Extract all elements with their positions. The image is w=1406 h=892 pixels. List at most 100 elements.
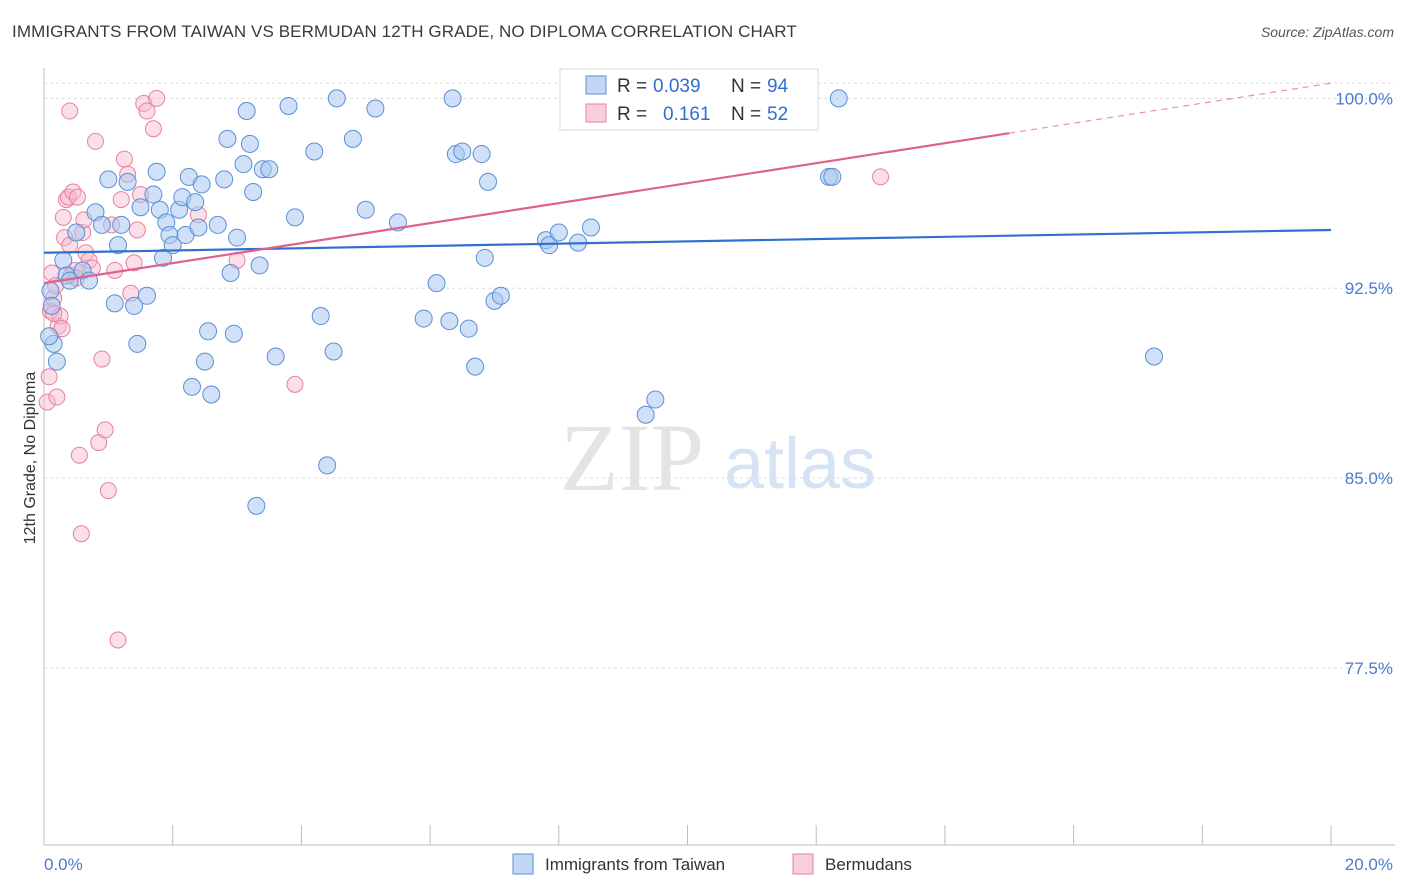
- data-point: [327, 89, 346, 108]
- data-point: [40, 368, 58, 386]
- data-point: [324, 342, 343, 361]
- data-point: [138, 102, 156, 120]
- data-point: [237, 102, 256, 121]
- data-point: [440, 312, 459, 331]
- data-point: [128, 334, 147, 353]
- bottom-legend-label-taiwan[interactable]: Immigrants from Taiwan: [545, 855, 725, 874]
- data-point: [581, 218, 600, 237]
- bottom-legend-swatch-taiwan[interactable]: [512, 853, 534, 875]
- data-point: [48, 388, 66, 406]
- y-tick-label: 77.5%: [1345, 659, 1393, 678]
- data-point: [64, 183, 82, 201]
- data-point: [131, 198, 150, 217]
- x-tick-label: 0.0%: [44, 855, 83, 874]
- data-point: [137, 286, 156, 305]
- watermark-zip: ZIP: [560, 404, 704, 511]
- data-point: [549, 223, 568, 242]
- legend-r-value: 0.039: [653, 76, 701, 97]
- data-point: [70, 446, 88, 464]
- data-point: [234, 155, 253, 174]
- source-credit: Source: ZipAtlas.com: [1260, 24, 1394, 40]
- data-point: [93, 350, 111, 368]
- data-point: [823, 167, 842, 186]
- data-point: [59, 188, 77, 206]
- y-tick-label: 92.5%: [1345, 279, 1393, 298]
- watermark-atlas: atlas: [724, 424, 876, 504]
- data-point: [343, 129, 362, 148]
- data-point: [189, 218, 208, 237]
- bottom-legend-label-bermudans[interactable]: Bermudans: [825, 855, 912, 874]
- bottom-legend-swatch-bermudans[interactable]: [792, 853, 814, 875]
- legend: R = 0.039 N = 94 R = 0.161 N = 52: [559, 68, 819, 131]
- data-point: [475, 248, 494, 267]
- chart-title: IMMIGRANTS FROM TAIWAN VS BERMUDAN 12TH …: [12, 22, 797, 41]
- data-point: [128, 221, 146, 239]
- data-point: [250, 256, 269, 275]
- data-point: [92, 215, 111, 234]
- data-point: [202, 385, 221, 404]
- data-point: [318, 456, 337, 475]
- data-point: [53, 320, 71, 338]
- data-point: [112, 191, 130, 209]
- data-point: [186, 193, 205, 212]
- data-point: [86, 132, 104, 150]
- data-point: [540, 236, 559, 255]
- data-point: [279, 96, 298, 115]
- data-point: [459, 319, 478, 338]
- legend-swatch-bermudans: [585, 103, 607, 123]
- data-point: [414, 309, 433, 328]
- data-point: [125, 254, 143, 272]
- tick-labels: 77.5% 85.0% 92.5% 100.0% 0.0% 20.0%: [44, 89, 1393, 874]
- data-point: [109, 236, 128, 255]
- data-point: [68, 188, 86, 206]
- data-point: [99, 482, 117, 500]
- data-point: [148, 89, 166, 107]
- data-point: [221, 264, 240, 283]
- data-point: [118, 172, 137, 191]
- data-point: [453, 142, 472, 161]
- data-point: [54, 208, 72, 226]
- data-point: [67, 223, 86, 242]
- trend-line: [43, 132, 1010, 285]
- axes: [43, 68, 1395, 846]
- series-taiwan-points: [40, 89, 1164, 515]
- data-point: [1145, 347, 1164, 366]
- data-point: [54, 251, 73, 270]
- data-point: [224, 324, 243, 343]
- data-point: [356, 200, 375, 219]
- data-point: [144, 185, 163, 204]
- data-point: [491, 286, 510, 305]
- data-point: [872, 168, 890, 186]
- data-point: [305, 142, 324, 161]
- legend-n-value: 94: [767, 76, 789, 97]
- series-bermudans-points: [38, 89, 890, 649]
- legend-r-label: R =: [617, 76, 647, 97]
- data-point: [215, 170, 234, 189]
- data-point: [247, 496, 266, 515]
- data-point: [829, 89, 848, 108]
- legend-n-label: N =: [731, 104, 761, 125]
- y-tick-label: 100.0%: [1335, 89, 1393, 108]
- y-tick-label: 85.0%: [1345, 469, 1393, 488]
- data-point: [199, 322, 218, 341]
- data-point: [443, 89, 462, 108]
- trend-line-extension: [1009, 82, 1332, 134]
- data-point: [41, 281, 60, 300]
- data-point: [285, 208, 304, 227]
- data-point: [240, 134, 259, 153]
- data-point: [472, 145, 491, 164]
- data-point: [115, 150, 133, 168]
- data-point: [40, 327, 59, 346]
- data-point: [38, 393, 56, 411]
- bottom-legend: Immigrants from Taiwan Bermudans: [512, 853, 912, 875]
- data-point: [311, 307, 330, 326]
- data-point: [366, 99, 385, 118]
- data-point: [427, 274, 446, 293]
- data-point: [96, 421, 114, 439]
- data-point: [218, 129, 237, 148]
- data-point: [244, 183, 263, 202]
- data-point: [260, 160, 279, 179]
- data-point: [99, 170, 118, 189]
- data-point: [192, 175, 211, 194]
